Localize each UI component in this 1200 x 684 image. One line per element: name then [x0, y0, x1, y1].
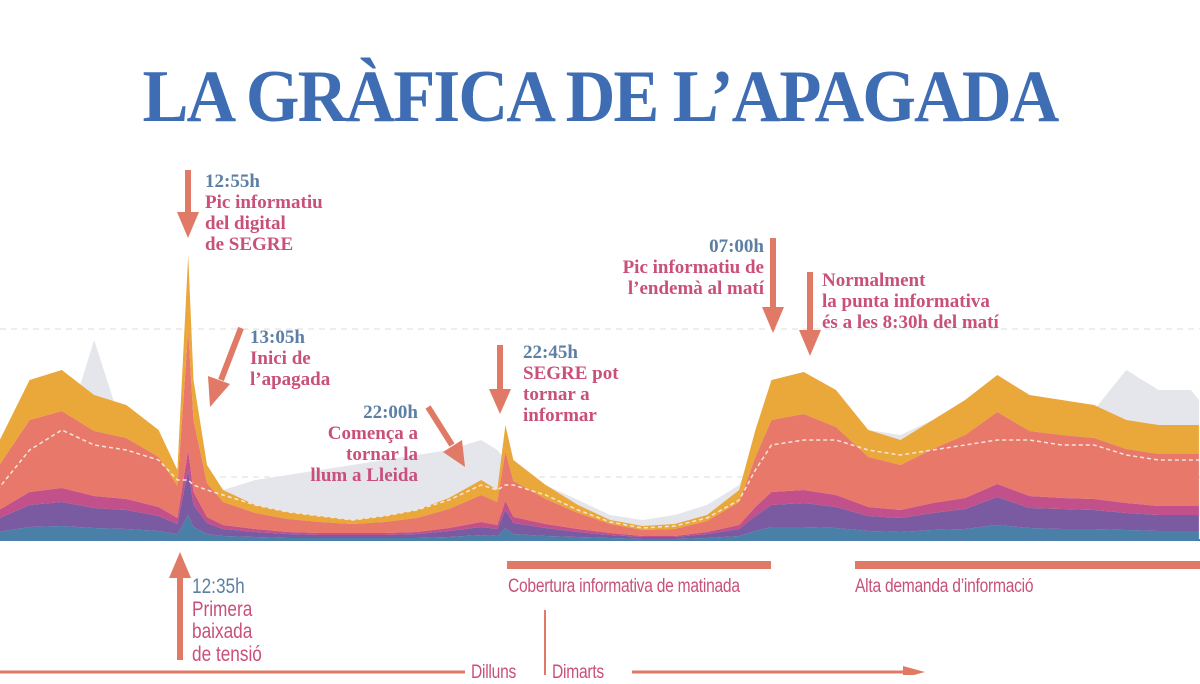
day-label-dilluns: Dilluns: [471, 662, 517, 683]
period-label-alta-demanda: Alta demanda d’informació: [855, 576, 1034, 597]
stacked-area-layer-2: [0, 470, 1199, 539]
arrow-down-icon: [177, 170, 199, 238]
annotation-peak: 12:55h Pic informatiu del digital de SEG…: [205, 171, 323, 255]
arrow-right-icon: [903, 666, 925, 675]
annotation-normal-peak: Normalment la punta informativa és a les…: [822, 270, 999, 333]
annotation-voltage-drop: 12:35h Primera baixada de tensió: [192, 575, 262, 666]
arrow-up-icon: [169, 552, 191, 660]
annotation-next-morning: 07:00h Pic informatiu de l’endemà al mat…: [622, 236, 764, 299]
stacked-area-layer-5: [0, 255, 1199, 530]
stacked-area-layer-4: [0, 330, 1199, 536]
arrow-down-icon: [489, 345, 511, 414]
arrow-down-icon: [762, 238, 784, 333]
day-label-dimarts: Dimarts: [552, 662, 604, 683]
annotation-segre-back: 22:45h SEGRE pot tornar a informar: [523, 342, 619, 426]
period-bar-alta-demanda: [855, 561, 1200, 569]
annotation-power-return: 22:00h Comença a tornar la llum a Lleida: [310, 402, 418, 486]
dashed-reference-line: [0, 429, 1199, 529]
period-bar-matinada: [507, 561, 771, 569]
arrow-diagonal-icon: [425, 405, 465, 467]
page-title: LA GRÀFICA DE L’APAGADA: [142, 56, 1059, 138]
annotation-blackout-start: 13:05h Inici de l’apagada: [250, 327, 331, 390]
stacked-area-layer-3: [0, 450, 1199, 537]
arrow-down-icon: [799, 272, 821, 356]
period-label-matinada: Cobertura informativa de matinada: [508, 576, 740, 597]
arrow-diagonal-icon: [208, 326, 244, 407]
stacked-area-layer-1: [0, 515, 1199, 540]
